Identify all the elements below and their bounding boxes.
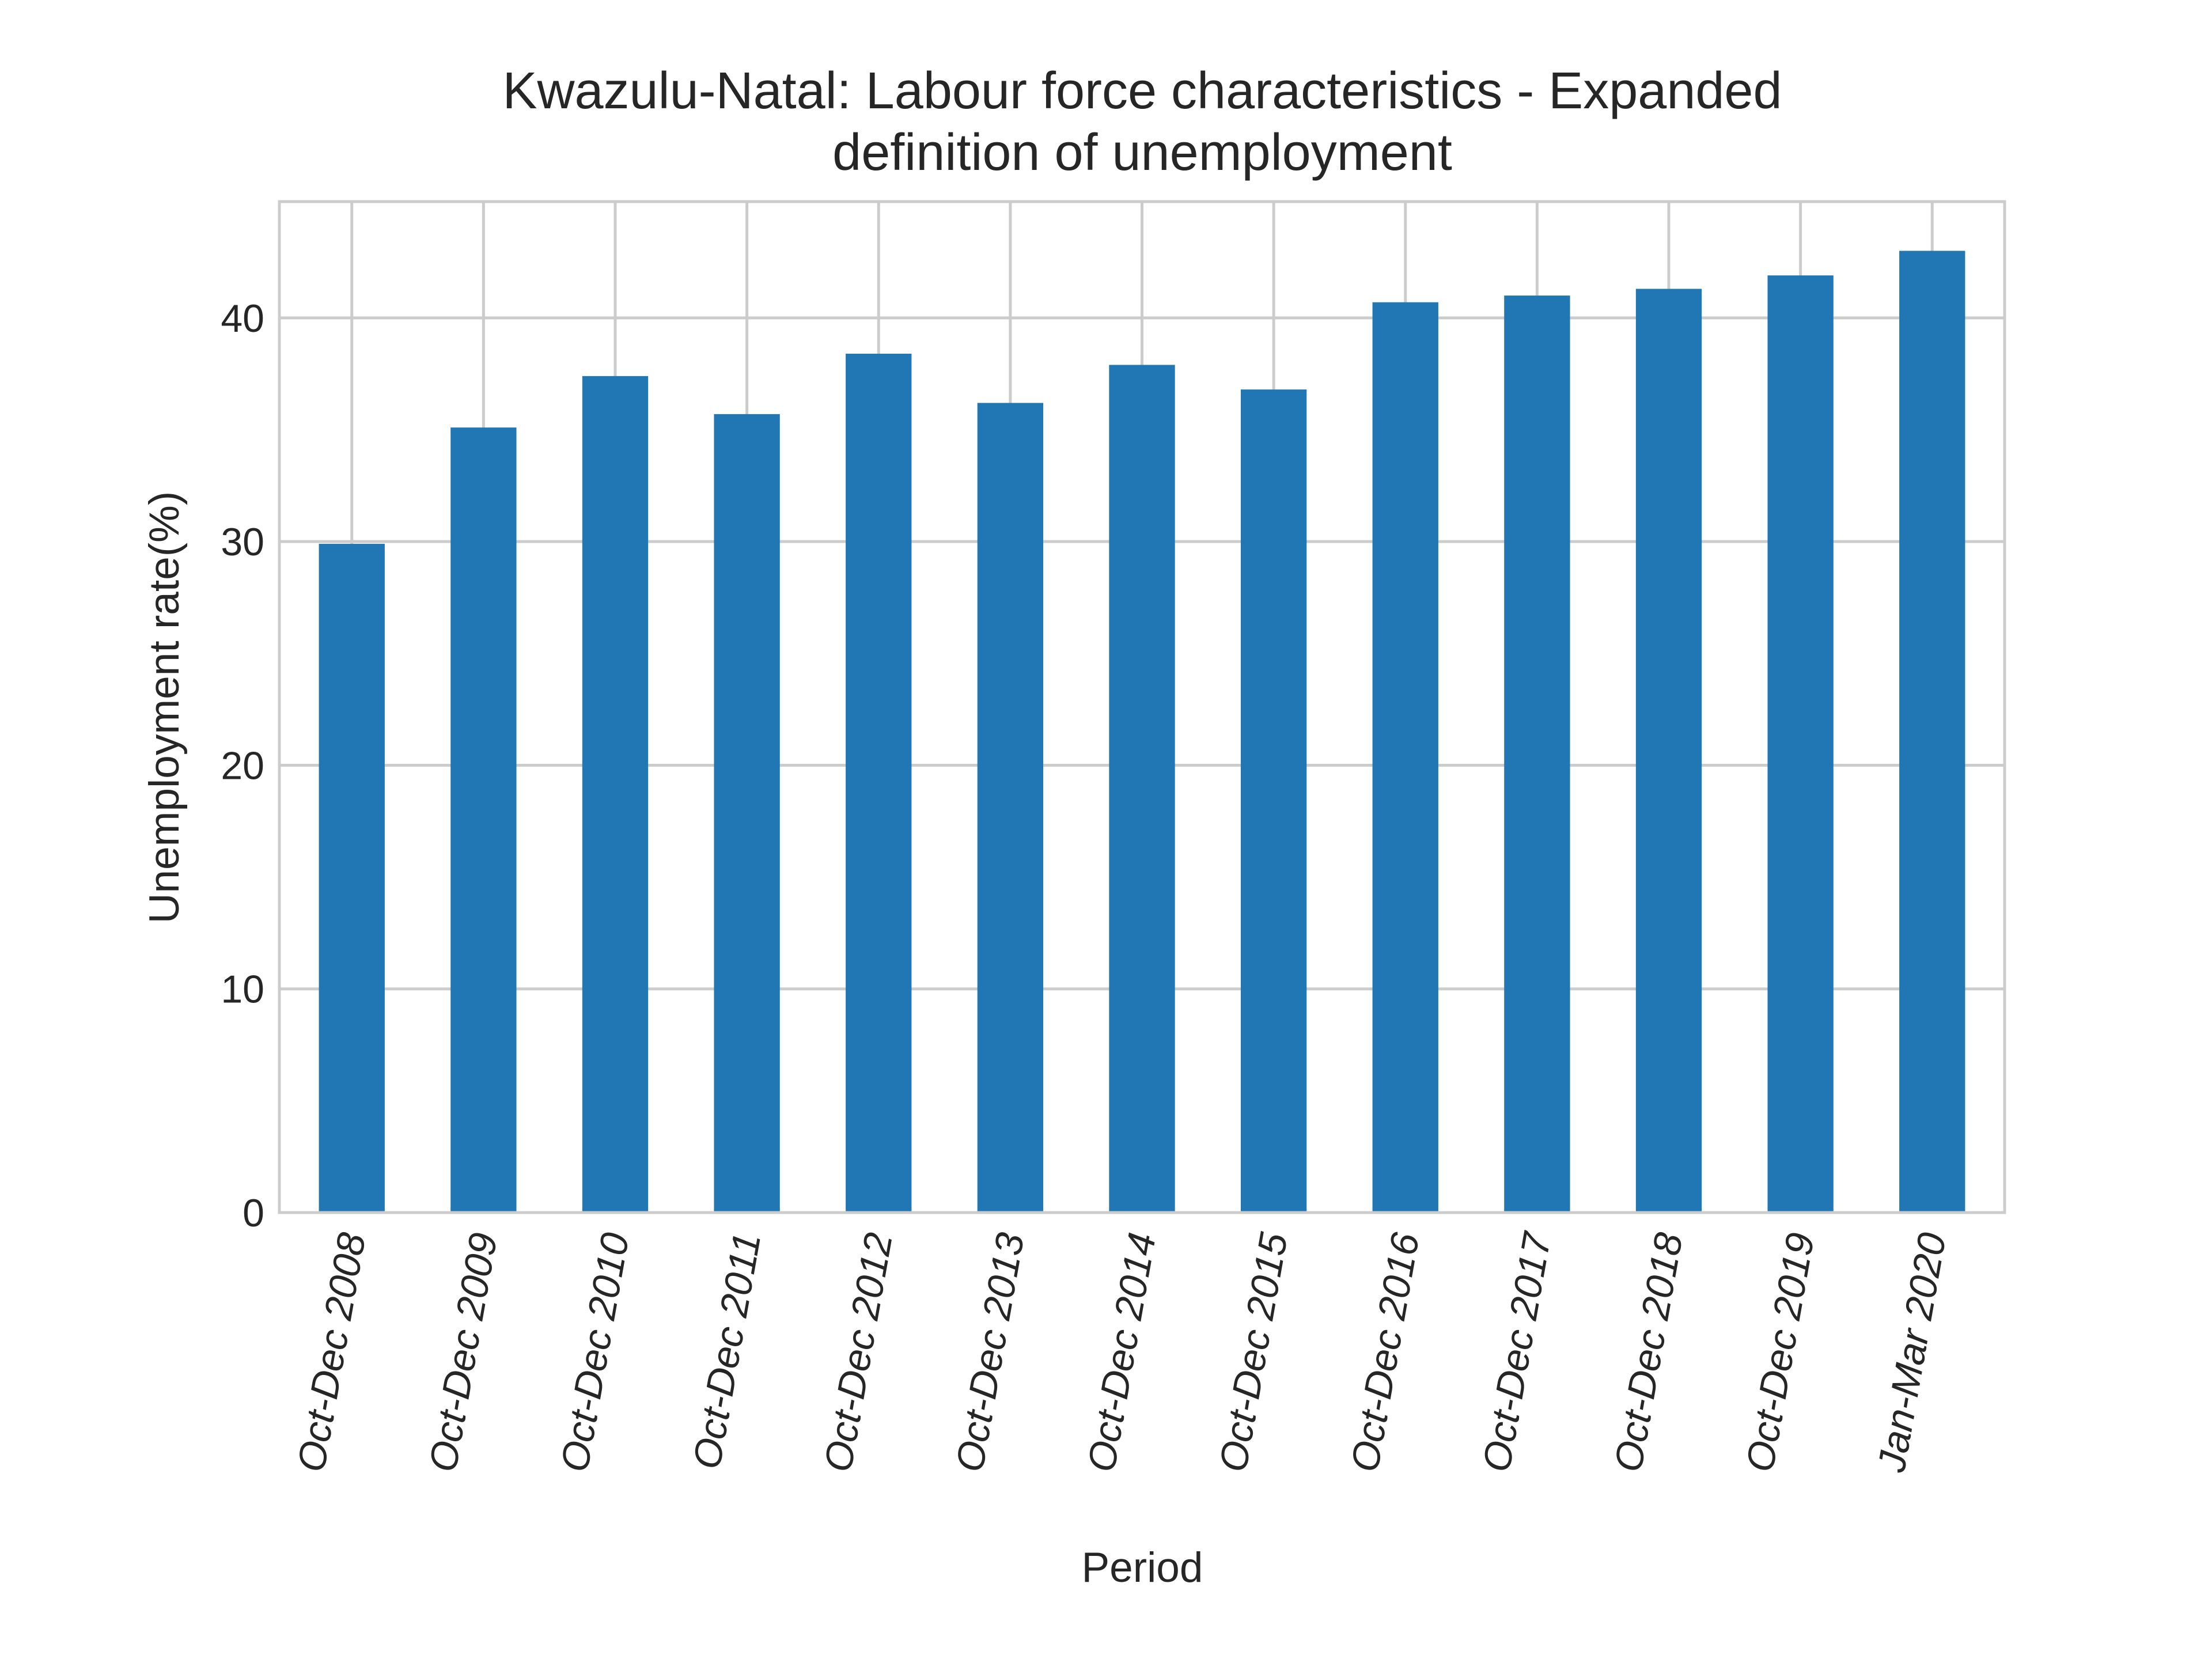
x-tick-label: Oct-Dec 2019 (1738, 1229, 1823, 1475)
x-tick-label: Oct-Dec 2012 (816, 1229, 901, 1475)
bar (1240, 389, 1307, 1213)
x-tick-label: Oct-Dec 2016 (1343, 1229, 1428, 1475)
bars (319, 251, 1965, 1213)
x-tick-label: Oct-Dec 2011 (685, 1229, 770, 1472)
bar (1635, 289, 1702, 1213)
x-tick-label: Oct-Dec 2010 (552, 1229, 638, 1475)
x-tick-label: Oct-Dec 2009 (421, 1229, 506, 1475)
bar (714, 414, 780, 1213)
bar (977, 403, 1044, 1213)
bar (1504, 296, 1570, 1213)
x-tick-label: Oct-Dec 2018 (1606, 1229, 1691, 1475)
bar (1372, 302, 1438, 1213)
chart-title-line-1: Kwazulu-Natal: Labour force characterist… (502, 62, 1782, 120)
plot-frame (278, 200, 2006, 1214)
x-tick-label: Jan-Mar 2020 (1869, 1229, 1955, 1476)
bar (1899, 251, 1965, 1213)
y-tick-label: 10 (221, 968, 264, 1012)
y-tick-label: 40 (221, 297, 264, 340)
y-tick-label: 30 (221, 520, 264, 564)
bar (450, 427, 517, 1213)
y-tick-labels: 0 10 20 30 40 (221, 297, 264, 1235)
chart-title-line-2: definition of unemployment (832, 124, 1452, 181)
bar (846, 354, 912, 1213)
bar (582, 376, 649, 1213)
x-tick-label: Oct-Dec 2015 (1211, 1229, 1296, 1475)
x-tick-label: Oct-Dec 2008 (289, 1229, 374, 1475)
y-tick-label: 0 (243, 1191, 264, 1235)
bar (1767, 275, 1834, 1213)
bar (319, 544, 385, 1213)
x-tick-label: Oct-Dec 2013 (948, 1229, 1033, 1475)
bar (1109, 365, 1175, 1213)
x-tick-label: Oct-Dec 2014 (1080, 1229, 1165, 1475)
y-tick-label: 20 (221, 744, 264, 787)
x-tick-labels: Oct-Dec 2008 Oct-Dec 2009 Oct-Dec 2010 Oct-… (289, 1228, 1955, 1476)
y-axis-label: Unemployment rate(%) (141, 491, 188, 924)
x-axis-label: Period (1081, 1544, 1203, 1591)
x-tick-label: Oct-Dec 2017 (1474, 1228, 1559, 1475)
